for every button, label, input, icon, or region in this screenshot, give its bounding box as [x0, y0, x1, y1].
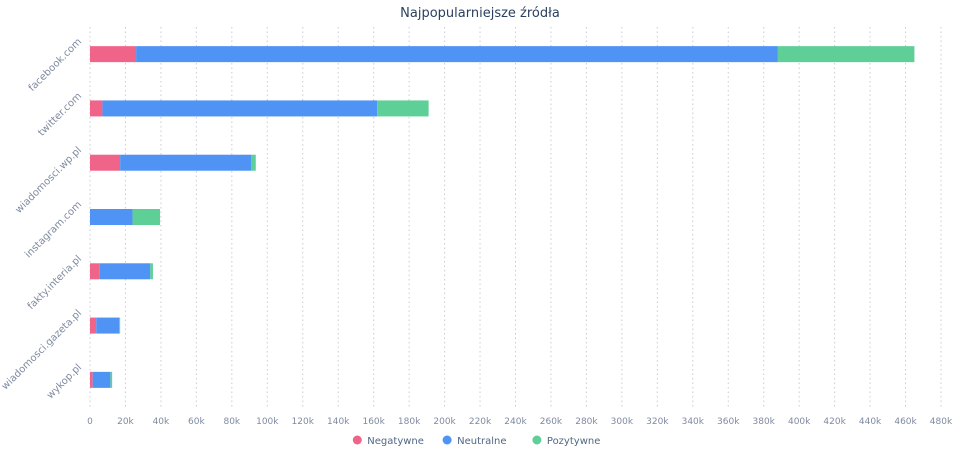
y-tick-label: instagram.com	[23, 199, 84, 260]
bar-neutralne[interactable]	[120, 154, 252, 171]
legend-item-neutralne[interactable]: Neutralne	[442, 435, 507, 448]
x-tick-label: 260k	[540, 417, 563, 427]
x-tick-label: 20k	[117, 417, 134, 427]
legend-item-pozytywne[interactable]: Pozytywne	[532, 435, 600, 448]
x-tick-label: 400k	[788, 417, 811, 427]
bar-neutralne[interactable]	[96, 317, 120, 334]
bar-neutralne[interactable]	[92, 371, 111, 388]
legend-label: Neutralne	[457, 436, 506, 447]
x-tick-label: 140k	[327, 417, 350, 427]
x-tick-label: 360k	[717, 417, 740, 427]
bar-negatywne[interactable]	[90, 263, 100, 280]
legend-label: Pozytywne	[547, 436, 600, 447]
legend-label: Negatywne	[367, 436, 424, 447]
x-tick-label: 160k	[362, 417, 385, 427]
bar-pozytywne[interactable]	[150, 263, 153, 280]
x-tick-label: 60k	[188, 417, 205, 427]
bar-negatywne[interactable]	[90, 46, 137, 63]
x-tick-label: 240k	[504, 417, 527, 427]
chart-title: Najpopularniejsze źródła	[400, 6, 560, 21]
bar-negatywne[interactable]	[90, 317, 97, 334]
x-tick-label: 340k	[682, 417, 705, 427]
x-tick-label: 180k	[398, 417, 421, 427]
gridlines	[89, 27, 942, 407]
x-tick-label: 120k	[292, 417, 315, 427]
x-tick-label: 40k	[153, 417, 170, 427]
bar-negatywne[interactable]	[90, 371, 93, 388]
bar-pozytywne[interactable]	[132, 209, 161, 225]
y-axis-ticks: facebook.comtwitter.comwiadomosci.wp.pli…	[0, 36, 84, 401]
bar-negatywne[interactable]	[90, 154, 121, 171]
legend-swatch	[532, 435, 542, 445]
x-tick-label: 320k	[646, 417, 669, 427]
bar-pozytywne[interactable]	[119, 317, 121, 334]
legend-swatch	[352, 435, 362, 445]
bars	[90, 46, 915, 388]
x-tick-label: 80k	[223, 417, 240, 427]
x-tick-label: 440k	[859, 417, 882, 427]
x-tick-label: 380k	[753, 417, 776, 427]
y-tick-label: twitter.com	[36, 91, 84, 139]
bar-pozytywne[interactable]	[377, 100, 429, 117]
bar-pozytywne[interactable]	[777, 46, 915, 63]
y-tick-label: fakty.interia.pl	[26, 254, 84, 312]
bar-negatywne[interactable]	[90, 100, 103, 117]
bar-neutralne[interactable]	[99, 263, 151, 280]
x-tick-label: 460k	[894, 417, 917, 427]
x-tick-label: 420k	[823, 417, 846, 427]
x-axis-ticks: 0 20k 40k 60k 80k 100k 120k 140k 160k 180k 200k 220…	[87, 417, 953, 427]
y-tick-label: facebook.com	[27, 36, 84, 93]
x-tick-label: 220k	[469, 417, 492, 427]
x-tick-label: 480k	[930, 417, 953, 427]
y-tick-label: wykop.pl	[45, 362, 84, 401]
bar-neutralne[interactable]	[90, 209, 133, 225]
bar-neutralne[interactable]	[102, 100, 378, 117]
legend-item-negatywne[interactable]: Negatywne	[352, 435, 424, 448]
bar-pozytywne[interactable]	[110, 371, 113, 388]
bar-neutralne[interactable]	[136, 46, 778, 63]
x-tick-label: 0	[87, 417, 93, 427]
x-tick-label: 280k	[575, 417, 598, 427]
x-tick-label: 200k	[433, 417, 456, 427]
x-tick-label: 100k	[256, 417, 279, 427]
legend[interactable]: Negatywne Neutralne Pozytywne	[352, 435, 601, 448]
x-tick-label: 300k	[611, 417, 634, 427]
legend-swatch	[442, 435, 452, 445]
bar-pozytywne[interactable]	[251, 154, 256, 171]
